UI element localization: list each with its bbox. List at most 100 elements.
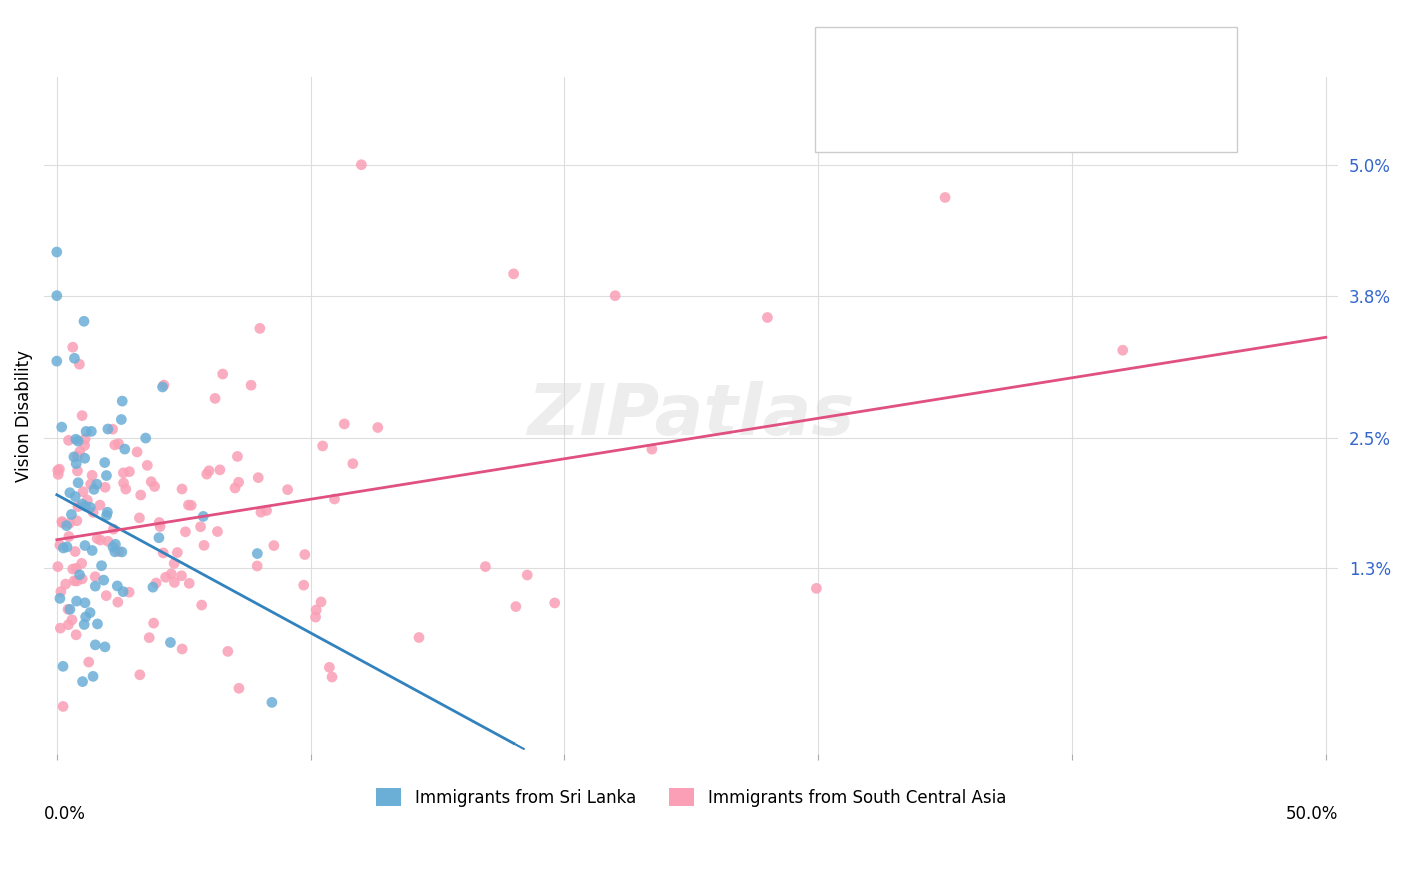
Point: [83, 483, 105, 497]
Point: [111, 545, 134, 559]
Point: [149, 519, 172, 533]
Point: [79, 606, 101, 620]
Point: [51, 420, 73, 434]
Point: [342, 457, 364, 471]
Point: [69, 567, 91, 582]
Point: [114, 442, 136, 456]
Point: [58, 529, 80, 543]
Point: [79, 500, 101, 515]
Text: 66: 66: [1024, 52, 1046, 70]
Point: [250, 505, 273, 519]
Point: [77, 655, 100, 669]
Point: [138, 631, 160, 645]
Point: [112, 584, 135, 599]
Point: [107, 595, 129, 609]
Point: [118, 465, 141, 479]
Point: [96, 589, 118, 603]
Point: [84, 570, 107, 584]
Point: [97, 534, 120, 549]
Point: [112, 466, 135, 480]
Point: [72, 674, 94, 689]
Point: [228, 475, 250, 490]
Point: [56, 540, 79, 554]
Point: [107, 544, 129, 558]
Point: [198, 464, 221, 478]
Point: [226, 450, 249, 464]
Point: [605, 288, 627, 302]
Point: [350, 158, 373, 172]
Point: [179, 576, 201, 591]
Point: [333, 417, 356, 431]
Text: 0.0%: 0.0%: [44, 805, 86, 822]
Point: [934, 190, 956, 204]
Point: [59, 485, 82, 500]
Point: [311, 439, 333, 453]
Point: [69, 444, 91, 458]
Point: [46, 467, 69, 482]
Point: [67, 357, 90, 371]
Point: [294, 548, 316, 562]
Point: [73, 314, 96, 328]
Point: [112, 476, 135, 491]
Point: [96, 468, 118, 483]
Point: [49, 538, 72, 552]
Point: [89, 533, 111, 547]
Point: [544, 596, 567, 610]
Point: [73, 438, 96, 452]
Point: [46, 559, 69, 574]
Point: [86, 532, 108, 546]
Point: [204, 392, 226, 406]
Point: [52, 541, 75, 555]
Point: [62, 562, 84, 576]
Point: [224, 481, 246, 495]
Point: [66, 500, 89, 514]
Point: [263, 539, 285, 553]
Point: [46, 463, 69, 477]
Point: [51, 516, 73, 530]
Point: [1112, 343, 1135, 358]
Point: [49, 584, 72, 599]
Point: [79, 477, 101, 491]
Point: [84, 638, 107, 652]
Point: [240, 378, 263, 392]
Point: [207, 524, 229, 539]
Point: [66, 514, 89, 528]
Point: [65, 561, 87, 575]
Point: [70, 572, 93, 586]
Point: [208, 463, 231, 477]
Point: [145, 576, 167, 591]
Text: N =: N =: [963, 52, 1011, 70]
Legend: Immigrants from Sri Lanka, Immigrants from South Central Asia: Immigrants from Sri Lanka, Immigrants fr…: [370, 781, 1012, 814]
Point: [516, 568, 538, 582]
Point: [323, 491, 346, 506]
Point: [111, 394, 134, 409]
Point: [63, 351, 86, 366]
Text: N =: N =: [963, 103, 1011, 120]
Point: [180, 499, 202, 513]
Point: [159, 635, 181, 649]
Point: [66, 464, 89, 478]
Point: [90, 558, 112, 573]
Point: [128, 511, 150, 525]
Point: [193, 538, 215, 552]
Point: [75, 425, 97, 439]
Point: [66, 574, 89, 588]
Point: [155, 570, 177, 584]
Point: [58, 617, 80, 632]
Point: [73, 451, 96, 466]
Point: [129, 488, 152, 502]
Point: [75, 500, 97, 514]
Point: [60, 508, 83, 522]
Point: [190, 519, 212, 533]
Point: [82, 505, 104, 519]
Point: [136, 458, 159, 473]
Point: [49, 621, 72, 635]
Point: [93, 573, 115, 587]
Point: [170, 568, 193, 582]
Point: [65, 594, 87, 608]
Point: [93, 456, 115, 470]
Point: [141, 475, 163, 489]
Point: [75, 610, 97, 624]
Point: [114, 482, 136, 496]
Point: [101, 540, 124, 554]
